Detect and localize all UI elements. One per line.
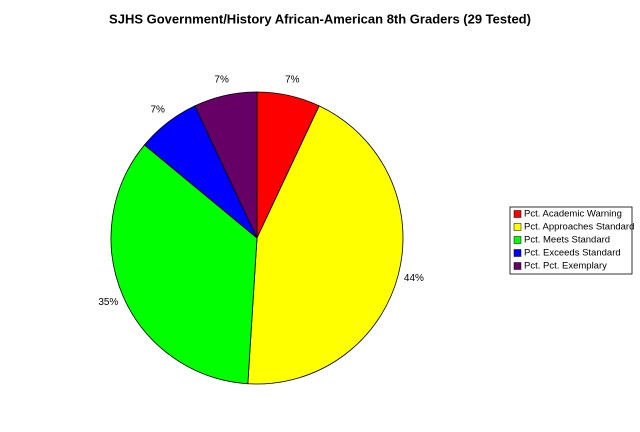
data-label: 7% xyxy=(150,105,165,116)
data-label: 35% xyxy=(98,297,118,308)
pie-slice xyxy=(110,144,258,385)
legend-swatch xyxy=(513,223,522,231)
legend-swatch xyxy=(513,210,522,218)
legend-swatch xyxy=(513,262,522,270)
chart-title: SJHS Government/History African-American… xyxy=(109,11,531,26)
legend-label: Pct. Exceeds Standard xyxy=(524,248,621,259)
legend-box xyxy=(509,206,633,275)
pie-slice xyxy=(194,91,258,239)
legend-label: Pct. Pct. Exemplary xyxy=(524,261,607,272)
data-label: 7% xyxy=(214,75,229,86)
data-label: 44% xyxy=(404,273,424,284)
legend-label: Pct. Academic Warning xyxy=(524,209,622,220)
data-label: 7% xyxy=(285,75,300,86)
legend-label: Pct. Approaches Standard xyxy=(524,222,634,233)
legend-swatch xyxy=(513,249,522,257)
pie-slice xyxy=(247,105,404,385)
legend-swatch xyxy=(513,236,522,244)
legend-label: Pct. Meets Standard xyxy=(524,235,610,246)
